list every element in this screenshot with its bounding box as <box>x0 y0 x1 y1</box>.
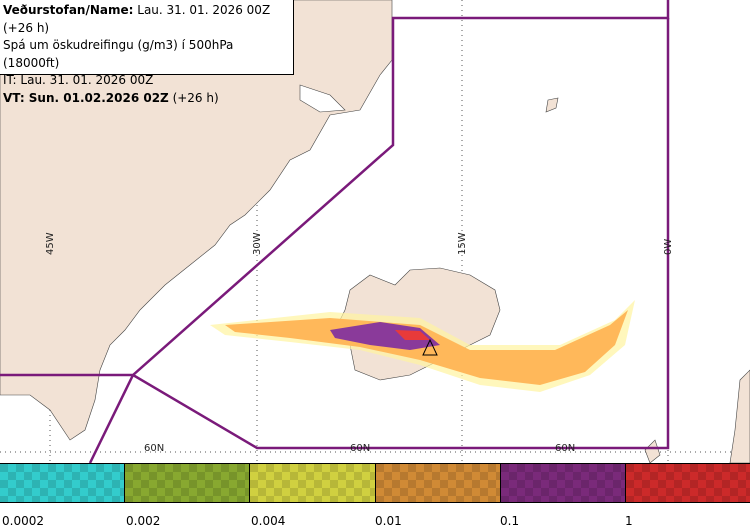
longitude-label-30w: 30W <box>252 232 263 255</box>
forecast-offset: (+26 h) <box>168 90 219 105</box>
issue-time: Lau. 31. 01. 2026 00Z (+26 h) <box>3 3 271 35</box>
latitude-label-60n-2: 60N <box>350 443 371 454</box>
legend-swatch-purple <box>500 464 626 502</box>
ash-plume <box>210 300 635 392</box>
legend-tick: 1 <box>625 514 633 528</box>
jan-mayen-island <box>545 97 559 113</box>
initial-time: IT: Lau. 31. 01. 2026 00Z <box>3 73 154 87</box>
latitude-label-60n-3: 60N <box>555 443 576 454</box>
advisory-area-boundary <box>0 0 670 463</box>
legend-swatch-cyan <box>0 464 126 502</box>
legend-tick-labels: 0.0002 0.002 0.004 0.01 0.1 1 <box>0 504 750 532</box>
legend-tick: 0.002 <box>126 514 161 528</box>
longitude-label-15w: 15W <box>457 232 468 255</box>
forecast-info-box: Veðurstofan/Name: Lau. 31. 01. 2026 00Z … <box>0 0 294 105</box>
legend-tick: 0.0002 <box>2 514 44 528</box>
legend-swatch-orange <box>375 464 501 502</box>
greenland-landmass <box>0 0 393 441</box>
volcano-marker-icon <box>422 338 438 356</box>
map-canvas <box>0 0 750 463</box>
legend-tick: 0.01 <box>375 514 402 528</box>
valid-time: VT: Sun. 01.02.2026 02Z <box>3 90 169 105</box>
product-description: Spá um öskudreifingu (g/m3) í 500hPa (18… <box>3 38 234 70</box>
legend-tick: 0.1 <box>500 514 520 528</box>
shetland-islands <box>644 439 661 463</box>
legend-swatch-yellow <box>250 464 376 502</box>
norway-coast <box>729 369 750 463</box>
longitude-label-0w: 0W <box>663 238 674 255</box>
legend-tick: 0.004 <box>251 514 286 528</box>
legend-swatch-red <box>625 464 750 502</box>
latitude-label-60n-1: 60N <box>144 443 165 454</box>
longitude-label-45w: 45W <box>45 232 56 255</box>
issuer-label: Veðurstofan/Name: <box>3 3 134 17</box>
concentration-legend <box>0 463 750 503</box>
legend-swatch-green <box>125 464 251 502</box>
